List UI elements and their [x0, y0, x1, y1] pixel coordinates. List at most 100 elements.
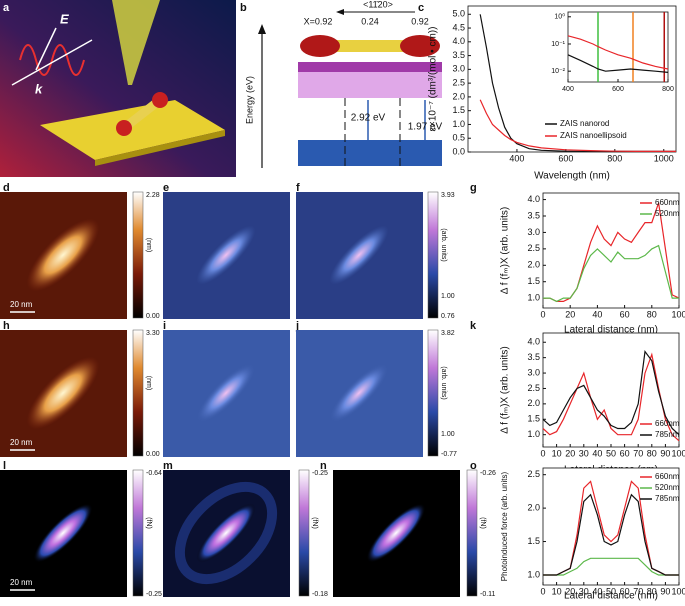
x-tick-label: 0 [540, 586, 545, 596]
x-tick-label: 600 [558, 153, 573, 163]
colorbar-min: 0.76 [441, 313, 455, 320]
tip [112, 0, 160, 85]
y-tick-label: 4.0 [527, 337, 540, 347]
plot-frame [542, 192, 680, 309]
x-axis-label: Lateral distance (nm) [564, 325, 658, 336]
colorbar-max: 3.82 [441, 330, 455, 337]
x-tick-label: 60 [620, 448, 630, 458]
y-tick-label: 2.5 [452, 78, 465, 88]
y-axis-label: Δ f (fₘ)X (arb. units) [500, 207, 511, 294]
particle-image [329, 225, 389, 285]
schematic-b: Energy (eV) <11̄20> X=0.92 0.24 0.92 2.9… [244, 0, 443, 168]
y-tick-label: 2.5 [527, 243, 540, 253]
x-tick-label: 50 [606, 448, 616, 458]
gap-label: 2.92 eV [351, 113, 386, 124]
x-tick-label: 80 [647, 309, 657, 319]
y-tick-label: 5.0 [452, 9, 465, 19]
y-tick-label: 1.5 [527, 414, 540, 424]
legend-label: ZAIS nanoellipsoid [560, 131, 627, 140]
x-tick-label: 100 [671, 586, 685, 596]
colorbar [132, 191, 144, 319]
panel-label: c [418, 2, 424, 14]
colorbar-min: 0.00 [146, 451, 160, 458]
x-tick-label: 40 [592, 448, 602, 458]
composition: 0.24 [361, 16, 379, 26]
particle-image [366, 503, 426, 563]
colorbar-max: 3.30 [146, 330, 160, 337]
series-line [543, 244, 679, 303]
panel-label: l [3, 460, 6, 472]
panel-label: e [163, 182, 169, 194]
x-tick-label: 10 [552, 448, 562, 458]
y-tick-label: 10⁻¹ [551, 41, 565, 48]
substrate [40, 100, 225, 160]
direction-label: <11̄20> [363, 0, 393, 9]
panel-label: a [3, 2, 10, 14]
legend-label: 660nm [655, 419, 680, 428]
band [298, 72, 442, 98]
colorbar-min: -0.25 [146, 591, 162, 598]
series-line [543, 493, 679, 576]
y-tick-label: 4.0 [527, 194, 540, 204]
x-axis-label: Lateral distance (nm) [564, 591, 658, 601]
colorbar-unit: (fN) [145, 517, 152, 529]
series-line [542, 349, 680, 436]
x-axis-label: Wavelength (nm) [534, 171, 610, 182]
y-tick-label: 10⁻² [551, 68, 565, 75]
x-tick-label: 0 [540, 309, 545, 319]
scale-bar-label: 20 nm [10, 438, 33, 447]
arrow [35, 27, 57, 71]
x-tick-label: 10 [552, 586, 562, 596]
y-tick-label: 4.0 [452, 36, 465, 46]
particle-image [196, 363, 256, 423]
x-tick-label: 60 [620, 309, 630, 319]
panel-label: i [163, 320, 166, 332]
x-tick-label: 60 [620, 586, 630, 596]
x-tick-label: 20 [565, 586, 575, 596]
y-tick-label: 2.0 [527, 502, 540, 512]
particle-image [196, 503, 256, 563]
particle [300, 35, 340, 57]
arrow [11, 39, 93, 86]
y-tick-label: 0.0 [452, 146, 465, 156]
colorbar [427, 191, 439, 319]
particle [400, 35, 440, 57]
y-tick-label: 2.0 [527, 260, 540, 270]
colorbar-max: -0.25 [312, 470, 328, 477]
legend-label: 785nm [655, 494, 680, 503]
colorbar [466, 469, 478, 597]
colorbar-unit: (nm) [145, 238, 152, 252]
series-line [567, 35, 669, 70]
y-tick-label: 1.0 [527, 293, 540, 303]
colorbar-min: -0.77 [441, 451, 457, 458]
legend-label: 520nm [655, 209, 680, 218]
legend-label: 660nm [655, 198, 680, 207]
y-tick-label: 2.0 [527, 398, 540, 408]
colorbar-max: -0.64 [146, 470, 162, 477]
x-tick-label: 30 [579, 586, 589, 596]
series-line [479, 99, 676, 152]
panel-label: k [470, 320, 477, 332]
y-tick-label: 10⁰ [554, 13, 565, 21]
colorbar-max: -0.26 [480, 470, 496, 477]
y-axis-label: Energy (eV) [244, 76, 254, 124]
composition: X=0.92 [304, 16, 333, 26]
particle-image [196, 225, 256, 285]
field-label: E [60, 11, 69, 26]
arrowhead [336, 9, 344, 15]
x-tick-label: 70 [633, 586, 643, 596]
arrowhead [258, 24, 266, 34]
panel-label: d [3, 182, 10, 194]
y-tick-label: 4.5 [452, 22, 465, 32]
colorbar-min: -0.11 [480, 591, 496, 598]
x-tick-label: 80 [647, 448, 657, 458]
y-tick-label: 3.0 [527, 227, 540, 237]
wave [19, 44, 85, 76]
x-tick-label: 70 [633, 448, 643, 458]
x-tick-label: 1000 [654, 153, 674, 163]
particle-image [33, 503, 93, 563]
band [298, 62, 442, 72]
panel-label: f [296, 182, 300, 194]
y-tick-label: 3.5 [527, 352, 540, 362]
